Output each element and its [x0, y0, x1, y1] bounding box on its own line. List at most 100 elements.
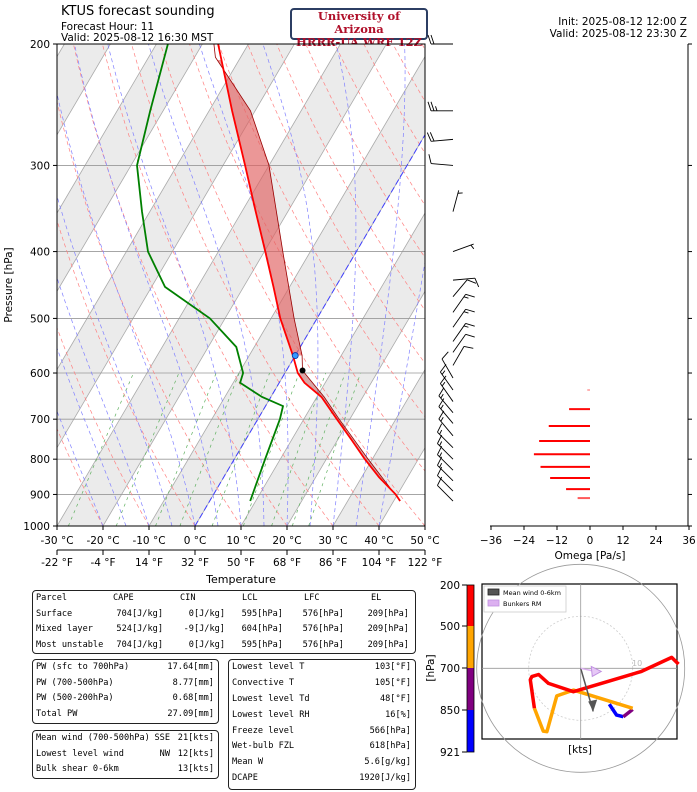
- wind-barb: [438, 410, 454, 437]
- thermo-row: Wet-bulb FZL 618[hPa]: [229, 739, 415, 755]
- wind-barb: [452, 279, 477, 297]
- wind-row: Lowest level wind NW 12[kts]: [33, 747, 218, 763]
- skewt-profiles: [136, 44, 401, 502]
- pw-cell: 27.09[mm]: [167, 708, 214, 719]
- parcel-cell: Mixed layer: [36, 624, 93, 634]
- hodograph-segment: [607, 703, 624, 719]
- barb-staff: [438, 406, 454, 424]
- pressure-tick-label: 400: [30, 247, 50, 259]
- barb-full: [438, 387, 445, 397]
- barb-staff: [452, 346, 465, 366]
- moist-adiabat: [74, 44, 219, 526]
- lcl-marker: [299, 367, 306, 374]
- parcel-cell: 576[hPa]: [302, 624, 344, 634]
- fahrenheit-tick-label: 104 °F: [362, 557, 397, 569]
- skewt-background: [57, 44, 425, 526]
- barb-half: [470, 244, 475, 250]
- wind-barb: [437, 434, 454, 460]
- isotherm-band: [57, 44, 387, 526]
- barb-full: [440, 364, 447, 373]
- thermo-row: Lowest level RH 16[%]: [229, 708, 415, 724]
- barb-half: [463, 311, 469, 314]
- barb-full: [438, 398, 445, 407]
- mean-wind-arrowhead: [588, 699, 598, 712]
- wind-row: Bulk shear 0-6km 13[kts]: [33, 762, 218, 778]
- wind-barb: [452, 308, 475, 328]
- wind-barb: [452, 333, 475, 353]
- barb-full: [463, 345, 474, 349]
- wind-barb: [452, 243, 475, 253]
- barb-staff: [437, 431, 454, 449]
- parcel-cell: 524[J/kg]: [116, 624, 163, 634]
- barb-staff: [452, 294, 466, 313]
- moist-adiabat: [262, 44, 319, 526]
- wind-cell: Mean wind (700-500hPa): [36, 733, 150, 743]
- dry-adiabat: [57, 427, 104, 526]
- pw-row: Total PW 27.09[mm]: [33, 707, 218, 723]
- barb-full: [437, 476, 443, 486]
- fahrenheit-tick-label: 68 °F: [273, 557, 301, 569]
- fahrenheit-tick-label: 32 °F: [181, 557, 209, 569]
- colorbar-tick-label: 200: [440, 580, 460, 592]
- wind-cell: SSE: [154, 733, 170, 743]
- legend-mean-wind-swatch: [487, 588, 500, 596]
- zero-isotherm: [194, 133, 425, 526]
- isotherm-band: [57, 44, 203, 293]
- fahrenheit-tick-label: 14 °F: [135, 557, 163, 569]
- thermo-cell: 5.6[g/kg]: [364, 757, 411, 768]
- mixing-ratio-line: [211, 372, 270, 526]
- wind-barb: [441, 351, 454, 379]
- omega-tick-label: −12: [546, 535, 568, 547]
- barb-half: [439, 462, 443, 468]
- wind-cell: NW: [159, 748, 170, 759]
- barb-full: [429, 132, 435, 142]
- wind-barb: [440, 364, 454, 391]
- wind-cell: 12[kts]: [177, 748, 214, 759]
- pw-table: PW (sfc to 700hPa) 17.64[mm] PW (700-500hP…: [32, 659, 219, 724]
- colorbar-segment: [467, 626, 474, 668]
- parcel-cell: -9[J/kg]: [183, 624, 225, 634]
- wind-barb: [426, 132, 454, 142]
- parcel-cell: 604[hPa]: [241, 624, 283, 634]
- barb-half: [439, 429, 443, 435]
- parcel-header-row: Parcel CAPE CIN LCL LFC EL: [33, 591, 415, 607]
- omega-tick-label: 24: [649, 535, 663, 547]
- parcel-row: Most unstable 704[J/kg] 0[J/kg] 595[hPa] 576…: [33, 638, 415, 654]
- barb-staff: [431, 138, 454, 142]
- university-logo: University of Arizona HRRR-UA WRF 12Z: [290, 8, 428, 49]
- barb-staff: [437, 443, 454, 460]
- moist-adiabat: [107, 44, 242, 526]
- moist-adiabat: [355, 44, 406, 526]
- pressure-tick-label: 700: [30, 414, 50, 426]
- parcel-cell: Most unstable: [36, 639, 104, 650]
- pressure-tick-label: 1000: [23, 521, 50, 533]
- colorbar-tick-label: 921: [440, 747, 460, 759]
- pw-cell: PW (500-200hPa): [36, 693, 114, 703]
- freezing-level-marker: [291, 352, 299, 359]
- parcel-cell: 0[J/kg]: [188, 639, 225, 650]
- barb-full: [426, 132, 432, 142]
- barb-full: [465, 323, 475, 327]
- dry-adiabat: [57, 326, 150, 526]
- barb-half: [440, 404, 444, 410]
- barb-half: [463, 296, 469, 299]
- wind-barb: [452, 190, 463, 212]
- moist-adiabat: [57, 410, 104, 526]
- valid-utc: Valid: 2025-08-12 23:30 Z: [549, 28, 687, 40]
- wind-barb: [440, 375, 454, 402]
- barb-full: [437, 445, 443, 455]
- temperature-axis-label: Temperature: [205, 573, 276, 586]
- thermo-row: DCAPE 1920[J/kg]: [229, 771, 415, 787]
- omega-axis-label: Omega [Pa/s]: [555, 550, 626, 562]
- celsius-tick-label: 0 °C: [184, 535, 207, 547]
- wind-cell: Lowest level wind: [36, 748, 124, 759]
- moist-adiabat: [148, 44, 265, 526]
- pressure-tick-label: 500: [30, 313, 50, 325]
- mixing-ratio-line: [68, 372, 134, 526]
- thermo-cell: Lowest level RH: [232, 709, 310, 720]
- pw-row: PW (700-500hPa) 8.77[mm]: [33, 676, 218, 692]
- omega-tick-label: −24: [513, 535, 535, 547]
- dry-adiabat: [57, 219, 196, 526]
- colorbar-segment: [467, 710, 474, 752]
- hodograph-axis-label: [kts]: [568, 744, 592, 756]
